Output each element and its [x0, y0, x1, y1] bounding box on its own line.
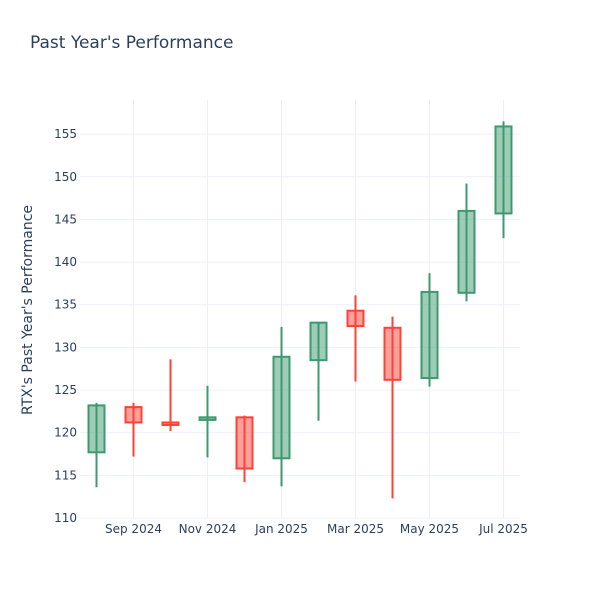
candle	[235, 415, 254, 483]
candle-body	[309, 321, 328, 362]
candle	[161, 359, 180, 431]
candle	[494, 121, 513, 239]
y-tick-label: 150	[54, 170, 77, 184]
candle-body	[87, 404, 106, 454]
candle-body	[272, 355, 291, 460]
y-tick-label: 145	[54, 212, 77, 226]
candle	[457, 183, 476, 302]
y-tick-label: 140	[54, 255, 77, 269]
candle-body	[494, 125, 513, 215]
candles	[87, 121, 513, 499]
grid-lines	[80, 100, 520, 519]
candle	[272, 326, 291, 487]
candle	[124, 402, 143, 457]
y-axis-label: RTX's Past Year's Performance	[20, 205, 36, 415]
y-tick-label: 135	[54, 298, 77, 312]
y-tick-label: 110	[54, 511, 77, 525]
candle	[420, 273, 439, 387]
x-tick-label: Jul 2025	[478, 522, 528, 536]
y-axis-ticks: 110 115 120 125 130 135 140 145 150 155	[54, 127, 77, 525]
candle	[346, 295, 365, 382]
y-tick-label: 125	[54, 383, 77, 397]
y-tick-label: 115	[54, 468, 77, 482]
candle-body	[383, 326, 402, 381]
chart-title: Past Year's Performance	[30, 33, 234, 53]
y-tick-label: 120	[54, 426, 77, 440]
candle-body	[346, 309, 365, 328]
x-axis-ticks: Sep 2024 Nov 2024 Jan 2025 Mar 2025 May 2025…	[105, 522, 528, 536]
y-tick-label: 155	[54, 127, 77, 141]
x-tick-label: Mar 2025	[327, 522, 384, 536]
candle	[87, 402, 106, 488]
candle-body	[161, 421, 180, 427]
candle-body	[235, 416, 254, 470]
candle	[383, 316, 402, 499]
x-tick-label: May 2025	[400, 522, 459, 536]
candle	[309, 321, 328, 421]
y-tick-label: 130	[54, 340, 77, 354]
candle-body	[124, 406, 143, 424]
candle	[198, 385, 217, 458]
x-tick-label: Nov 2024	[179, 522, 237, 536]
candle-body	[420, 290, 439, 380]
x-tick-label: Jan 2025	[254, 522, 308, 536]
candle-body	[457, 209, 476, 294]
candle-body	[198, 416, 217, 421]
x-tick-label: Sep 2024	[105, 522, 162, 536]
